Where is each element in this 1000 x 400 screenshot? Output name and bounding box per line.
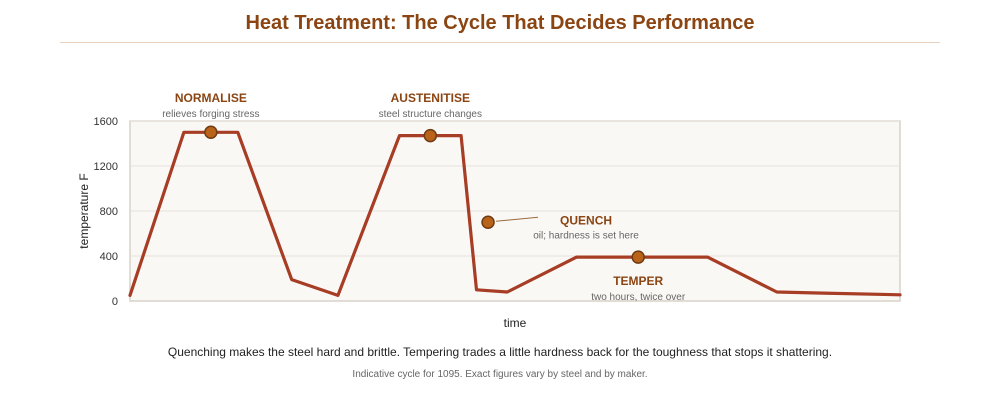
y-tick-label: 0: [112, 296, 118, 308]
normalise-marker: [204, 125, 218, 139]
chart-caption: Quenching makes the steel hard and britt…: [167, 345, 833, 359]
y-tick-label: 800: [100, 206, 118, 218]
quench-leader-line: [496, 216, 539, 222]
austenitise-sublabel: steel structure changes: [379, 109, 482, 120]
y-tick-label: 1600: [94, 116, 118, 128]
heat-treatment-chart: 0 400 800 1200 1600 time temperature F NORMALIS…: [77, 91, 902, 330]
temper-label: TEMPER: [613, 274, 663, 288]
austenitise-label: AUSTENITISE: [391, 91, 470, 105]
quench-marker: [481, 215, 495, 229]
normalise-sublabel: relieves forging stress: [162, 109, 259, 120]
austenitise-marker: [423, 128, 438, 143]
title-divider: [60, 42, 940, 43]
quench-label: QUENCH: [560, 213, 612, 227]
chart-title: Heat Treatment: The Cycle That Decides P…: [245, 12, 755, 34]
temperature-line: [128, 130, 902, 297]
temper-sublabel: two hours, twice over: [591, 292, 686, 303]
chart-note: Indicative cycle for 1095. Exact figures…: [352, 369, 648, 380]
temper-marker: [631, 250, 645, 264]
y-tick-label: 400: [100, 251, 118, 263]
quench-sublabel: oil; hardness is set here: [533, 230, 639, 241]
y-axis-label: temperature F: [77, 173, 91, 248]
y-tick-label: 1200: [94, 161, 118, 173]
normalise-label: NORMALISE: [175, 91, 247, 105]
x-axis-label: time: [504, 316, 527, 330]
